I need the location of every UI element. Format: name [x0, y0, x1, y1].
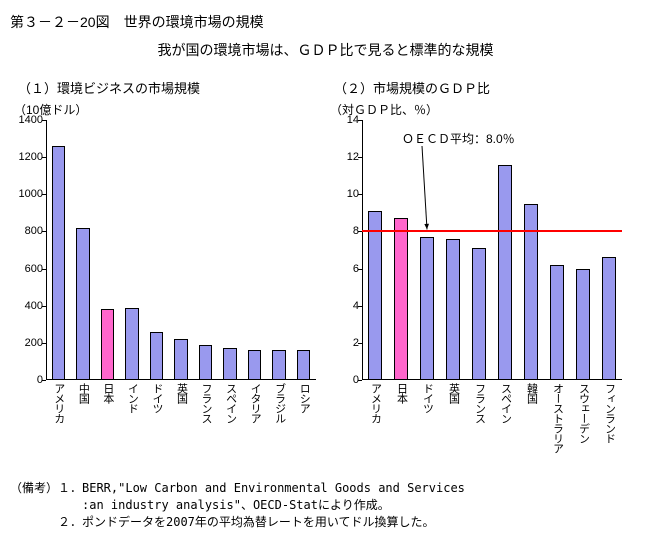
x-tick-label: ドイツ — [151, 380, 162, 413]
bar — [101, 309, 115, 380]
y-tick-mark — [358, 120, 362, 121]
footnote-line: :an industry analysis"、OECD-Statにより作成。 — [10, 497, 641, 514]
figure-subtitle: 我が国の環境市場は、ＧＤＰ比で見ると標準的な規模 — [10, 40, 641, 60]
bar — [368, 211, 382, 380]
bar — [576, 269, 590, 380]
x-tick-label: スウェーデン — [578, 380, 589, 443]
footnote-line: （備考）１．BERR,"Low Carbon and Environmental… — [10, 480, 641, 497]
figure-number-title: 第３－２－20図 世界の環境市場の規模 — [10, 12, 641, 32]
x-tick-label: フィンランド — [604, 380, 615, 443]
y-tick-mark — [358, 269, 362, 270]
y-axis — [362, 120, 363, 380]
reference-line — [362, 230, 622, 232]
bar — [223, 348, 237, 380]
x-tick-label: 日本 — [102, 380, 113, 403]
bar — [248, 350, 262, 380]
y-tick-mark — [358, 380, 362, 381]
charts-row: （１）環境ビジネスの市場規模 （10億ドル） 02004006008001000… — [10, 78, 641, 470]
y-tick-mark — [42, 343, 46, 344]
bar — [394, 218, 408, 380]
bar — [174, 339, 188, 380]
bar — [297, 350, 311, 380]
chart-right-ylabel: （対ＧＤＰ比、％） — [330, 101, 622, 118]
footnote-line: ２．ポンドデータを2007年の平均為替レートを用いてドル換算した。 — [10, 514, 641, 531]
chart-left-panel: （１）環境ビジネスの市場規模 （10億ドル） 02004006008001000… — [10, 78, 316, 470]
y-tick-mark — [42, 380, 46, 381]
x-tick-label: イタリア — [249, 380, 260, 423]
bar — [52, 146, 66, 380]
chart-right-plot: 02468101214アメリカ日本ドイツ英国フランススペイン韓国オーストラリアス… — [362, 120, 622, 380]
x-tick-label: インド — [126, 380, 137, 413]
chart-right-panel: （２）市場規模のＧＤＰ比 （対ＧＤＰ比、％） 02468101214アメリカ日本… — [326, 78, 622, 470]
x-tick-label: フランス — [474, 380, 485, 423]
y-tick-mark — [358, 306, 362, 307]
chart-right-title: （２）市場規模のＧＤＰ比 — [334, 78, 622, 97]
x-tick-label: フランス — [200, 380, 211, 423]
bar — [446, 239, 460, 380]
x-tick-label: 英国 — [448, 380, 459, 403]
y-tick-mark — [42, 194, 46, 195]
x-tick-label: ブラジル — [274, 380, 285, 423]
x-tick-label: ドイツ — [422, 380, 433, 413]
y-tick-mark — [42, 269, 46, 270]
x-tick-label: オーストラリア — [552, 380, 563, 453]
x-tick-label: 日本 — [396, 380, 407, 403]
chart-left-title: （１）環境ビジネスの市場規模 — [18, 78, 316, 97]
x-tick-label: 英国 — [176, 380, 187, 403]
y-tick-mark — [42, 306, 46, 307]
bar — [76, 228, 90, 380]
chart-left-plot: 0200400600800100012001400アメリカ中国日本インドドイツ英… — [46, 120, 316, 380]
bar — [150, 332, 164, 380]
y-tick-mark — [42, 157, 46, 158]
footnotes: （備考） （備考）１．BERR,"Low Carbon and Environm… — [10, 480, 641, 530]
y-tick-mark — [358, 194, 362, 195]
x-tick-label: ロシア — [298, 380, 309, 413]
bar — [498, 165, 512, 380]
chart-left-ylabel: （10億ドル） — [14, 101, 316, 118]
bar — [550, 265, 564, 380]
y-tick-mark — [358, 343, 362, 344]
reference-label: ＯＥＣＤ平均：8.0％ — [402, 130, 515, 147]
x-tick-label: スペイン — [500, 380, 511, 423]
bar — [472, 248, 486, 380]
bar — [125, 308, 139, 380]
x-tick-label: アメリカ — [53, 380, 64, 423]
bar — [199, 345, 213, 380]
x-tick-label: 韓国 — [526, 380, 537, 403]
bar — [420, 237, 434, 380]
y-axis — [46, 120, 47, 380]
y-tick-mark — [358, 157, 362, 158]
bar — [272, 350, 286, 380]
x-tick-label: アメリカ — [370, 380, 381, 423]
bar — [602, 257, 616, 380]
x-tick-label: スペイン — [225, 380, 236, 423]
x-tick-label: 中国 — [77, 380, 88, 403]
y-tick-mark — [42, 120, 46, 121]
y-tick-mark — [42, 231, 46, 232]
